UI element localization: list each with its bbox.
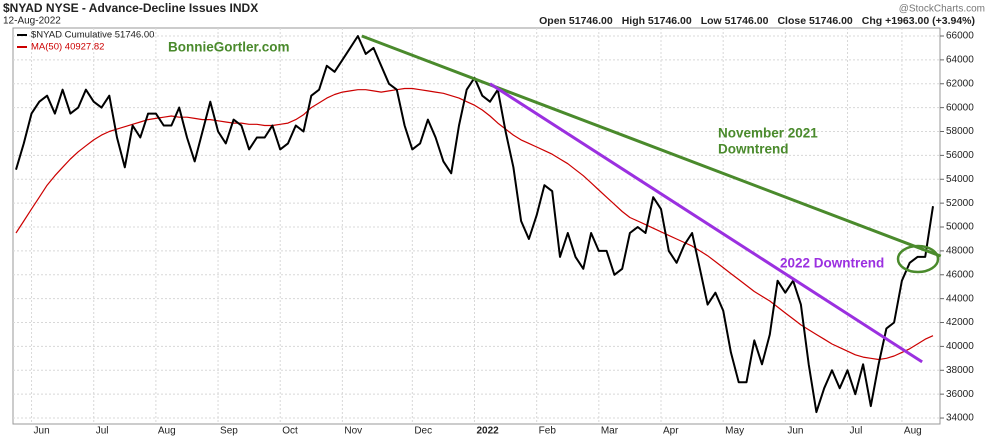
x-tick-label: Dec xyxy=(414,426,432,437)
x-tick-label: Sep xyxy=(220,426,238,437)
x-tick-label: Aug xyxy=(904,426,922,437)
x-tick-label: Jul xyxy=(96,426,109,437)
x-tick-label: Jun xyxy=(34,426,50,437)
y-tick-label: 56000 xyxy=(946,150,974,161)
trend-label: Downtrend xyxy=(718,142,789,157)
y-tick-label: 64000 xyxy=(946,55,974,66)
y-tick-label: 34000 xyxy=(946,413,974,424)
x-tick-label: Aug xyxy=(158,426,176,437)
y-tick-label: 42000 xyxy=(946,317,974,328)
y-tick-label: 48000 xyxy=(946,246,974,257)
legend-label: MA(50) 40927.82 xyxy=(31,42,104,53)
chart-date: 12-Aug-2022 xyxy=(3,16,61,27)
quote-item: High 51746.00 xyxy=(622,15,692,27)
x-tick-label: Mar xyxy=(601,426,619,437)
quote: Chg +1963.00 (+3.94%) Close 51746.00 Low 5… xyxy=(539,15,975,27)
plot: 34000 36000 38000 40000 42000 44000 46000 48000… xyxy=(13,28,974,437)
credit: @StockCharts.com xyxy=(899,4,985,15)
y-tick-label: 38000 xyxy=(946,365,974,376)
quote-item: Open 51746.00 xyxy=(539,15,613,27)
plot-frame xyxy=(12,27,941,425)
x-tick-label: 2022 xyxy=(477,426,500,437)
chart-title: $NYAD NYSE - Advance-Decline Issues INDX xyxy=(3,1,258,15)
x-tick-label: Oct xyxy=(282,426,298,437)
legend-label: $NYAD Cumulative 51746.00 xyxy=(31,30,154,41)
series-line xyxy=(15,87,934,361)
trend-line xyxy=(361,34,942,258)
x-tick-label: Jun xyxy=(787,426,803,437)
quote-item: Chg +1963.00 (+3.94%) xyxy=(862,15,975,27)
trend-label: November 2021 xyxy=(718,126,818,141)
highlight-circle xyxy=(896,244,940,274)
y-tick-label: 46000 xyxy=(946,269,974,280)
x-tick-label: Apr xyxy=(663,426,679,437)
y-tick-label: 54000 xyxy=(946,174,974,185)
x-tick-label: Nov xyxy=(344,426,362,437)
y-tick-label: 52000 xyxy=(946,198,974,209)
y-tick-label: 66000 xyxy=(946,31,974,42)
quote-item: Close 51746.00 xyxy=(777,15,852,27)
x-tick-label: May xyxy=(725,426,744,437)
x-tick-label: Feb xyxy=(539,426,557,437)
quote-item: Low 51746.00 xyxy=(701,15,769,27)
y-tick-label: 58000 xyxy=(946,126,974,137)
y-tick-label: 36000 xyxy=(946,389,974,400)
annotation: BonnieGortler.com xyxy=(168,40,290,55)
y-tick-label: 40000 xyxy=(946,341,974,352)
y-tick-label: 44000 xyxy=(946,293,974,304)
x-tick-label: Jul xyxy=(850,426,863,437)
y-tick-label: 50000 xyxy=(946,222,974,233)
trend-label: 2022 Downtrend xyxy=(780,256,884,271)
trend-line xyxy=(489,82,923,364)
y-tick-label: 60000 xyxy=(946,102,974,113)
y-tick-label: 62000 xyxy=(946,78,974,89)
